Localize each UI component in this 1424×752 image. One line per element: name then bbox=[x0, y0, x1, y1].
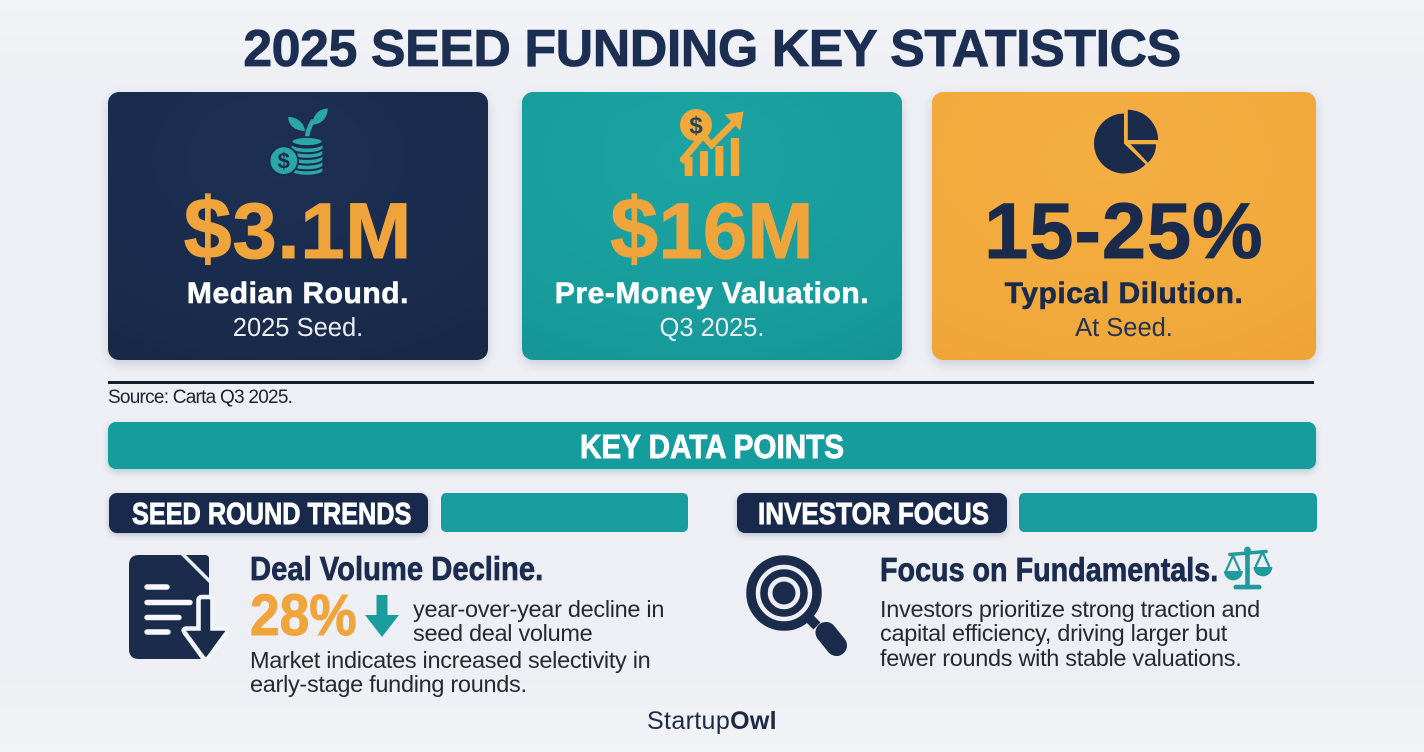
svg-text:$: $ bbox=[689, 113, 703, 140]
svg-text:$: $ bbox=[278, 149, 290, 174]
